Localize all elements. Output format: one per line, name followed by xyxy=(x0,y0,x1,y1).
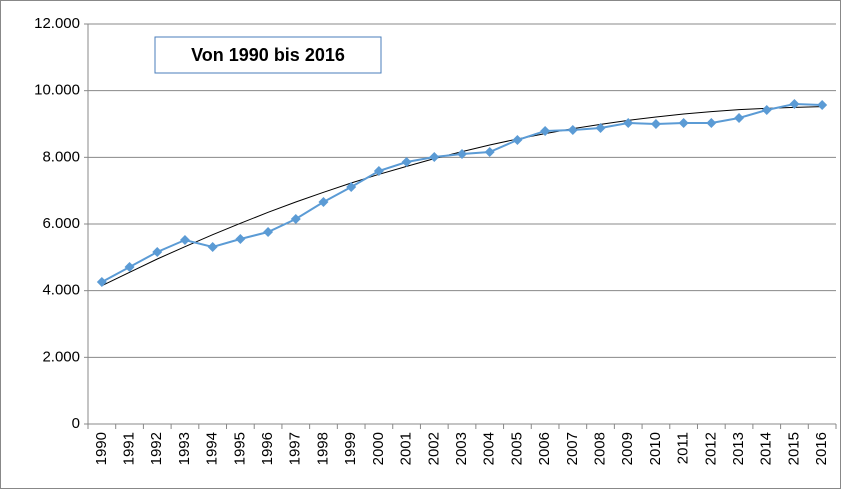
y-tick-label: 8.000 xyxy=(42,148,80,165)
marker xyxy=(650,119,661,129)
x-tick-label: 2007 xyxy=(564,432,581,465)
x-tick-label: 1996 xyxy=(259,432,276,465)
x-tick-label: 2005 xyxy=(508,432,525,465)
x-tick-label: 2001 xyxy=(398,432,415,465)
x-tick-label: 2012 xyxy=(702,432,719,465)
x-tick-label: 1991 xyxy=(121,432,138,465)
y-tick-label: 0 xyxy=(72,415,80,432)
x-tick-label: 2000 xyxy=(370,432,387,465)
marker xyxy=(484,147,495,157)
marker xyxy=(124,262,135,272)
marker xyxy=(595,123,606,133)
annotation-box xyxy=(154,36,382,74)
x-tick-label: 1994 xyxy=(204,432,221,465)
x-tick-label: 1997 xyxy=(287,432,304,465)
marker xyxy=(429,152,440,162)
marker xyxy=(734,113,745,123)
marker xyxy=(373,166,384,176)
marker xyxy=(706,118,717,128)
x-tick-label: 1999 xyxy=(342,432,359,465)
marker xyxy=(401,157,412,167)
x-tick-label: 2009 xyxy=(619,432,636,465)
marker xyxy=(761,105,772,115)
x-tick-label: 1990 xyxy=(93,432,110,465)
y-tick-label: 4.000 xyxy=(42,282,80,299)
marker xyxy=(457,149,467,159)
marker xyxy=(318,197,329,207)
x-tick-label: 1998 xyxy=(314,432,331,465)
x-tick-label: 2016 xyxy=(813,432,830,465)
marker xyxy=(235,234,246,244)
marker xyxy=(152,247,163,257)
x-tick-label: 2010 xyxy=(647,432,664,465)
y-tick-label: 10.000 xyxy=(34,82,80,99)
marker xyxy=(346,182,357,192)
x-tick-label: 1993 xyxy=(176,432,193,465)
x-tick-label: 2011 xyxy=(675,432,692,464)
marker xyxy=(678,118,689,128)
x-tick-label: 2015 xyxy=(785,432,802,465)
x-tick-label: 2004 xyxy=(481,432,498,465)
marker xyxy=(179,235,190,245)
marker xyxy=(96,277,107,287)
annotation: Von 1990 bis 2016 xyxy=(191,45,345,65)
marker xyxy=(540,126,551,136)
x-tick-label: 2013 xyxy=(730,432,747,465)
marker xyxy=(789,99,800,109)
marker xyxy=(207,242,218,252)
x-tick-label: 2003 xyxy=(453,432,470,465)
x-tick-label: 2002 xyxy=(425,432,442,465)
marker xyxy=(567,125,578,135)
marker xyxy=(512,135,523,145)
x-tick-label: 2014 xyxy=(758,432,775,465)
y-tick-label: 6.000 xyxy=(42,215,80,232)
marker xyxy=(263,227,274,237)
marker xyxy=(623,118,634,128)
y-tick-label: 2.000 xyxy=(42,348,80,365)
marker xyxy=(817,100,828,110)
x-tick-label: 2008 xyxy=(591,432,608,465)
marker xyxy=(290,214,301,224)
x-tick-label: 1992 xyxy=(148,432,165,465)
x-tick-label: 1995 xyxy=(231,432,248,465)
x-tick-label: 2006 xyxy=(536,432,553,465)
y-tick-label: 12.000 xyxy=(34,15,80,32)
